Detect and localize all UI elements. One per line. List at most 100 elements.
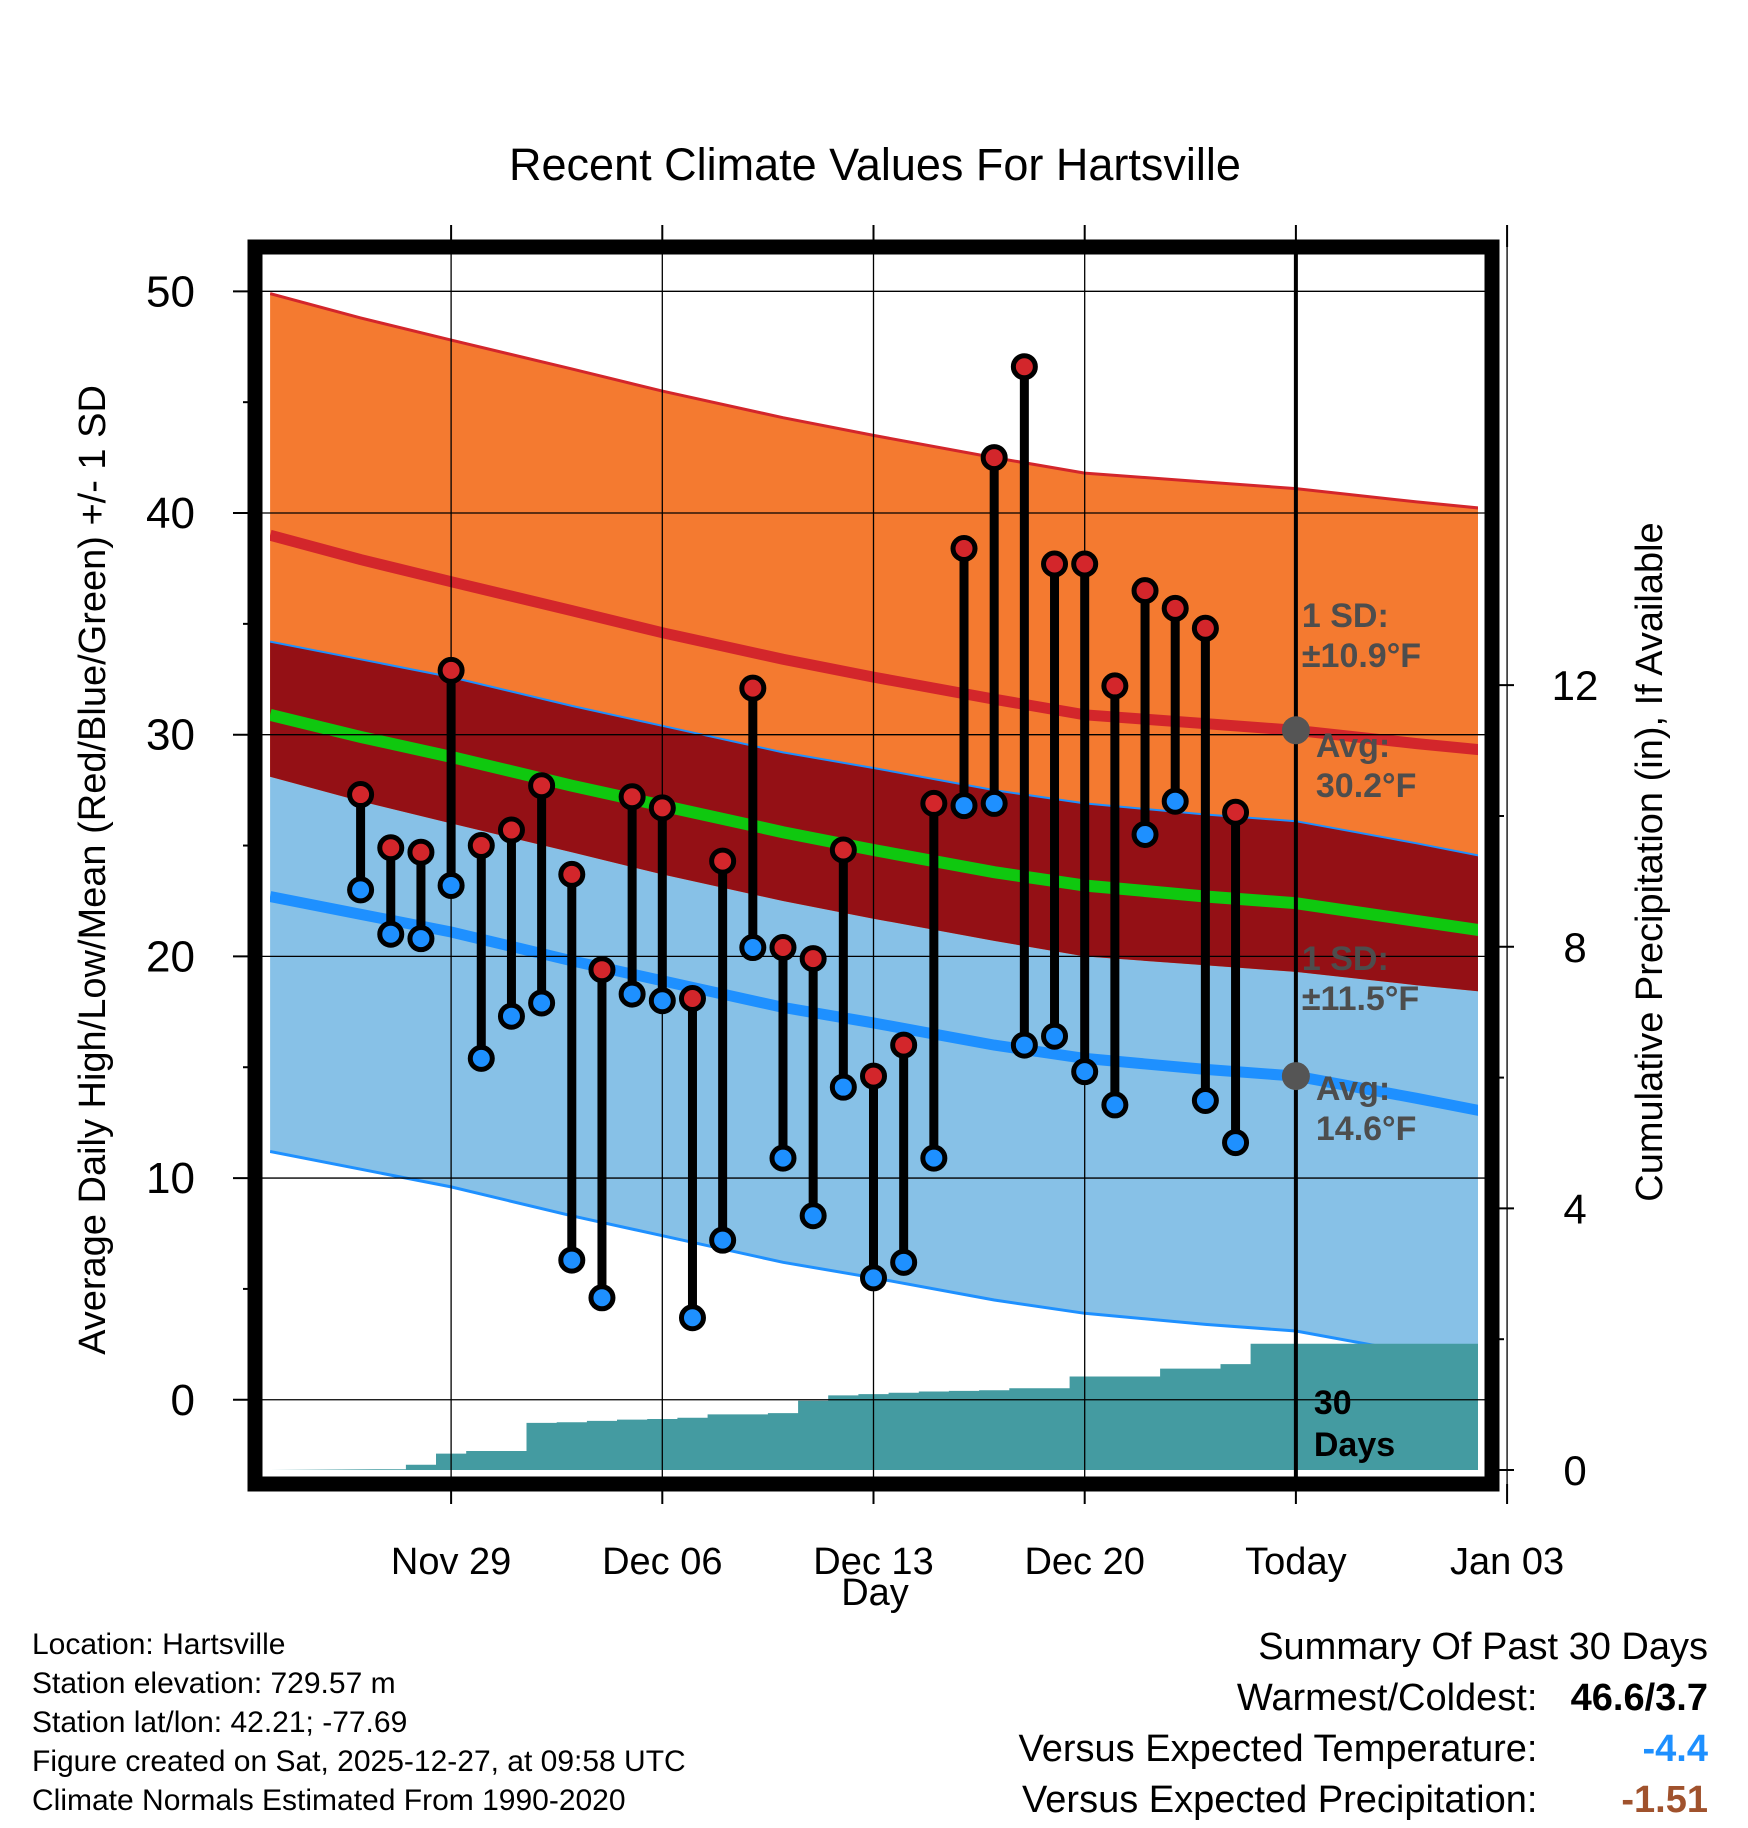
y-left-tick-label: 50 bbox=[146, 267, 195, 316]
daily-high-marker bbox=[980, 444, 1008, 472]
daily-high-marker bbox=[890, 1031, 918, 1059]
x-tick-label: Dec 20 bbox=[1024, 1541, 1144, 1583]
warmest-value: 46.6/3.7 bbox=[1570, 1677, 1708, 1719]
daily-high-marker bbox=[678, 985, 706, 1013]
daily-low-marker bbox=[1191, 1086, 1219, 1114]
daily-high-marker bbox=[829, 836, 857, 864]
y-axis-label-right: Cumulative Precipitation (in), If Availa… bbox=[1629, 522, 1671, 1201]
avg-high-line bbox=[270, 529, 1478, 756]
y-left-tick-label: 40 bbox=[146, 489, 195, 538]
y-right-tick-label: 0 bbox=[1563, 1447, 1586, 1494]
daily-low-marker bbox=[497, 1002, 525, 1030]
daily-high-marker bbox=[497, 816, 525, 844]
low-upper-edge bbox=[270, 640, 1478, 857]
daily-high-marker bbox=[618, 783, 646, 811]
daily-high-marker bbox=[799, 945, 827, 973]
daily-low-marker bbox=[920, 1144, 948, 1172]
daily-high-marker bbox=[437, 656, 465, 684]
daily-high-marker bbox=[1101, 672, 1129, 700]
chart-title: Recent Climate Values For Hartsville bbox=[509, 139, 1241, 190]
avg-low-today-marker bbox=[1281, 1062, 1310, 1091]
daily-high-marker bbox=[860, 1062, 887, 1090]
y-right-tick-label: 12 bbox=[1552, 662, 1599, 709]
x-tick-label: Jan 03 bbox=[1450, 1541, 1564, 1583]
station-info: Location: Hartsville Station elevation: … bbox=[32, 1625, 686, 1820]
y-axis-label-left: Average Daily High/Low/Mean (Red/Blue/Gr… bbox=[72, 385, 114, 1355]
daily-high-marker bbox=[1161, 594, 1189, 622]
daily-high-marker bbox=[1071, 550, 1099, 578]
high-sd-value: ±10.9°F bbox=[1302, 637, 1421, 675]
summary-warmest-row: Warmest/Coldest: 46.6/3.7 bbox=[1019, 1673, 1708, 1724]
daily-high-marker bbox=[769, 934, 797, 962]
daily-low-marker bbox=[618, 980, 646, 1008]
daily-low-marker bbox=[347, 876, 375, 904]
daily-low-marker bbox=[528, 989, 556, 1017]
daily-high-marker bbox=[558, 860, 586, 888]
daily-high-marker bbox=[920, 789, 948, 817]
daily-high-marker bbox=[467, 832, 495, 860]
precip-days-number: 30 bbox=[1314, 1384, 1352, 1422]
daily-low-marker bbox=[950, 792, 978, 820]
daily-high-marker bbox=[739, 674, 767, 702]
daily-low-marker bbox=[377, 920, 405, 948]
summary-heading: Summary Of Past 30 Days bbox=[1258, 1626, 1708, 1668]
daily-high-marker bbox=[1010, 353, 1038, 381]
y-right-tick-label: 4 bbox=[1563, 1185, 1586, 1232]
daily-low-marker bbox=[709, 1226, 737, 1254]
summary-temp-row: Versus Expected Temperature: -4.4 bbox=[1019, 1724, 1708, 1775]
daily-high-marker bbox=[1191, 614, 1219, 642]
daily-low-marker bbox=[890, 1248, 918, 1276]
daily-low-marker bbox=[437, 871, 465, 899]
y-left-tick-label: 10 bbox=[146, 1154, 195, 1203]
daily-low-marker bbox=[799, 1202, 827, 1230]
x-axis-label: Day bbox=[841, 1572, 909, 1614]
daily-low-marker bbox=[1222, 1129, 1250, 1157]
daily-low-marker bbox=[1071, 1058, 1099, 1086]
avg-high-today-marker bbox=[1281, 716, 1310, 745]
daily-high-marker bbox=[648, 794, 676, 822]
low-avg-value: 14.6°F bbox=[1316, 1110, 1417, 1148]
daily-low-marker bbox=[588, 1284, 616, 1312]
daily-low-marker bbox=[558, 1246, 586, 1274]
low-sd-value: ±11.5°F bbox=[1302, 980, 1419, 1018]
daily-low-marker bbox=[467, 1044, 495, 1072]
precip-label: Versus Expected Precipitation: bbox=[1022, 1779, 1538, 1821]
location-text: Location: Hartsville bbox=[32, 1628, 286, 1661]
high-avg-label: Avg: bbox=[1316, 727, 1390, 765]
y-left-tick-label: 20 bbox=[146, 932, 195, 981]
daily-high-marker bbox=[588, 956, 616, 984]
daily-low-marker bbox=[678, 1304, 706, 1332]
daily-low-marker bbox=[648, 987, 676, 1015]
x-tick-label: Today bbox=[1245, 1541, 1346, 1583]
x-tick-label: Dec 06 bbox=[602, 1541, 722, 1583]
precip-days-label: Days bbox=[1314, 1426, 1395, 1464]
y-left-tick-label: 30 bbox=[146, 711, 195, 760]
daily-low-marker bbox=[407, 925, 435, 953]
latlon-text: Station lat/lon: 42.21; -77.69 bbox=[32, 1706, 408, 1739]
daily-low-marker bbox=[860, 1264, 887, 1292]
y-right-tick-label: 8 bbox=[1563, 924, 1586, 971]
y-left-tick-label: 0 bbox=[171, 1376, 195, 1425]
daily-high-marker bbox=[377, 834, 405, 862]
x-tick-label: Dec 13 bbox=[813, 1541, 933, 1583]
daily-high-marker bbox=[347, 781, 375, 809]
daily-low-marker bbox=[1041, 1022, 1069, 1050]
daily-low-marker bbox=[739, 934, 767, 962]
high-upper-edge bbox=[270, 292, 1478, 510]
summary-precip-row: Versus Expected Precipitation: -1.51 bbox=[1019, 1775, 1708, 1826]
temp-value: -4.4 bbox=[1642, 1728, 1708, 1770]
daily-low-marker bbox=[829, 1073, 857, 1101]
precip-value: -1.51 bbox=[1621, 1779, 1708, 1821]
climate-chart: Recent Climate Values For Hartsville 1 S… bbox=[72, 139, 1671, 1614]
daily-high-marker bbox=[1222, 798, 1250, 826]
daily-high-marker bbox=[1131, 577, 1159, 605]
high-avg-value: 30.2°F bbox=[1316, 767, 1417, 805]
temp-label: Versus Expected Temperature: bbox=[1018, 1728, 1538, 1770]
warmest-label: Warmest/Coldest: bbox=[1236, 1677, 1538, 1719]
low-sd-label: 1 SD: bbox=[1302, 940, 1389, 978]
daily-high-marker bbox=[407, 838, 435, 866]
daily-low-marker bbox=[1131, 820, 1159, 848]
high-sd-label: 1 SD: bbox=[1302, 597, 1389, 635]
elevation-text: Station elevation: 729.57 m bbox=[32, 1667, 396, 1700]
